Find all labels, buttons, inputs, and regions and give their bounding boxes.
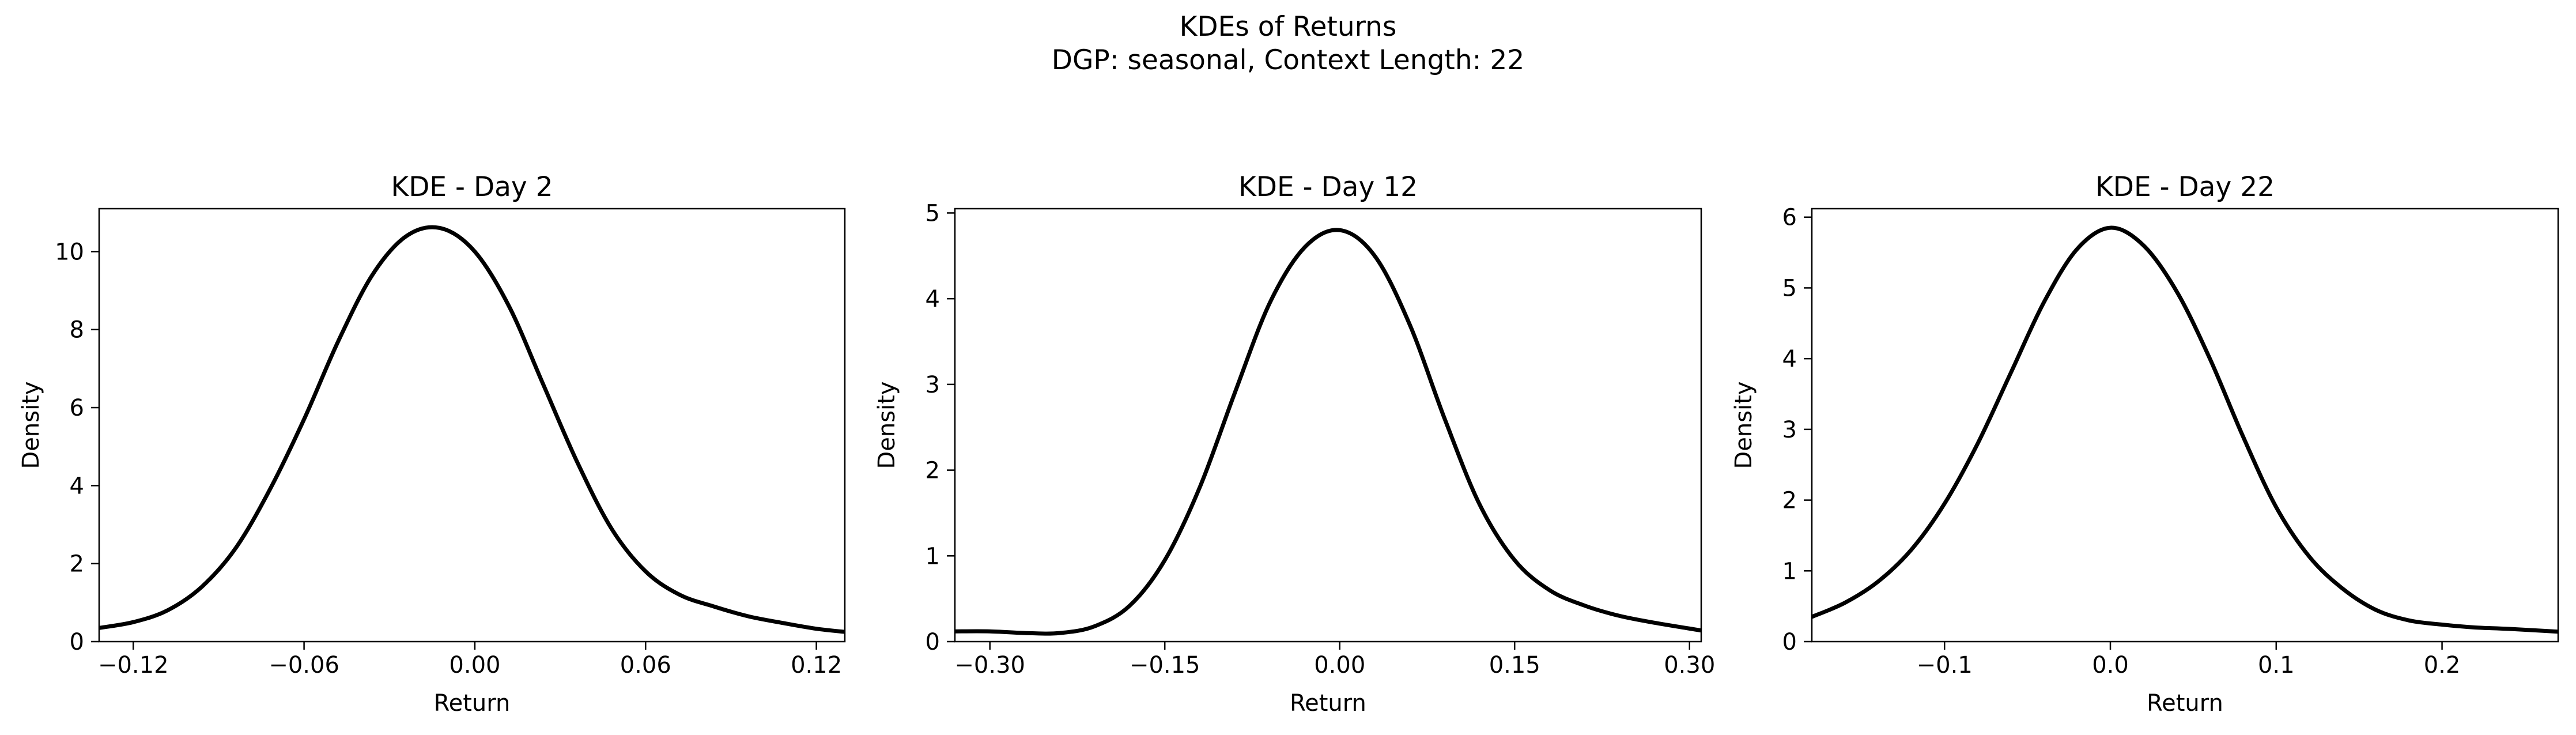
- y-tick-label: 1: [926, 543, 940, 570]
- y-tick-label: 4: [1782, 346, 1797, 372]
- x-tick-label: 0.2: [2424, 652, 2461, 679]
- subplots-container: KDE - Day 2−0.12 −0.06 0.00 0.06 0.120246810…: [18, 171, 2559, 717]
- y-tick-label: 2: [1782, 488, 1797, 514]
- y-tick-label: 4: [926, 286, 940, 312]
- y-tick-label: 3: [926, 372, 940, 398]
- x-tick-label: −0.06: [269, 652, 339, 679]
- subplot-title: KDE - Day 12: [1238, 171, 1418, 203]
- y-tick-label: 10: [55, 239, 84, 265]
- x-tick-label: −0.1: [1917, 652, 1973, 679]
- y-tick-label: 8: [70, 317, 84, 344]
- x-tick-label: −0.12: [98, 652, 169, 679]
- subplot-3: KDE - Day 22 −0.1 0.0 0.1 0.2 0 1 2 3 4 5 6 Return De…: [1731, 171, 2559, 717]
- kde-curve: [1812, 225, 2558, 634]
- subplot-1: KDE - Day 2 −0.12 −0.06 0.00 0.06 0.12 0 2 4 6 8 10…: [18, 171, 846, 717]
- x-axis-label: Return: [2147, 690, 2223, 717]
- y-tick-label: 1: [1782, 558, 1797, 585]
- y-tick-label: 2: [70, 551, 84, 578]
- x-axis-label: Return: [434, 690, 511, 717]
- subplot-title: KDE - Day 22: [2095, 171, 2275, 203]
- y-tick-label: 0: [1782, 629, 1797, 655]
- x-tick-label: 0.30: [1664, 652, 1715, 679]
- figure-title-line1: KDEs of Returns: [1180, 11, 1397, 43]
- x-tick-label: 0.00: [1314, 652, 1365, 679]
- subplot-title: KDE - Day 2: [391, 171, 553, 203]
- y-tick-label: 5: [1782, 275, 1797, 301]
- x-tick-label: 0.1: [2258, 652, 2295, 679]
- y-tick-label: 6: [70, 395, 84, 421]
- y-axis-label: Density: [1731, 381, 1757, 469]
- x-tick-label: −0.15: [1130, 652, 1200, 679]
- axes-frame: [1811, 208, 2559, 643]
- y-axis-label: Density: [874, 381, 900, 469]
- x-tick-label: 0.0: [2092, 652, 2129, 679]
- x-tick-label: 0.15: [1489, 652, 1540, 679]
- axes-frame: [98, 208, 846, 643]
- x-axis-label: Return: [1290, 690, 1366, 717]
- y-tick-label: 3: [1782, 417, 1797, 443]
- kde-curve: [955, 228, 1701, 636]
- x-tick-label: 0.06: [620, 652, 671, 679]
- axes-frame: [954, 208, 1702, 643]
- y-tick-label: 5: [926, 200, 940, 227]
- figure-title-line2: DGP: seasonal, Context Length: 22: [1052, 44, 1524, 76]
- y-tick-label: 4: [70, 473, 84, 499]
- x-tick-label: −0.30: [954, 652, 1025, 679]
- y-tick-label: 0: [926, 629, 940, 655]
- y-tick-label: 2: [926, 458, 940, 484]
- y-axis-label: Density: [18, 381, 44, 469]
- kde-curve: [99, 225, 845, 634]
- x-tick-label: 0.12: [791, 652, 842, 679]
- y-tick-label: 6: [1782, 205, 1797, 231]
- y-tick-label: 0: [70, 629, 84, 655]
- subplot-2: KDE - Day 12 −0.30 −0.15 0.00 0.15 0.30 0 1 2 3 4 5…: [874, 171, 1715, 717]
- x-tick-label: 0.00: [449, 652, 500, 679]
